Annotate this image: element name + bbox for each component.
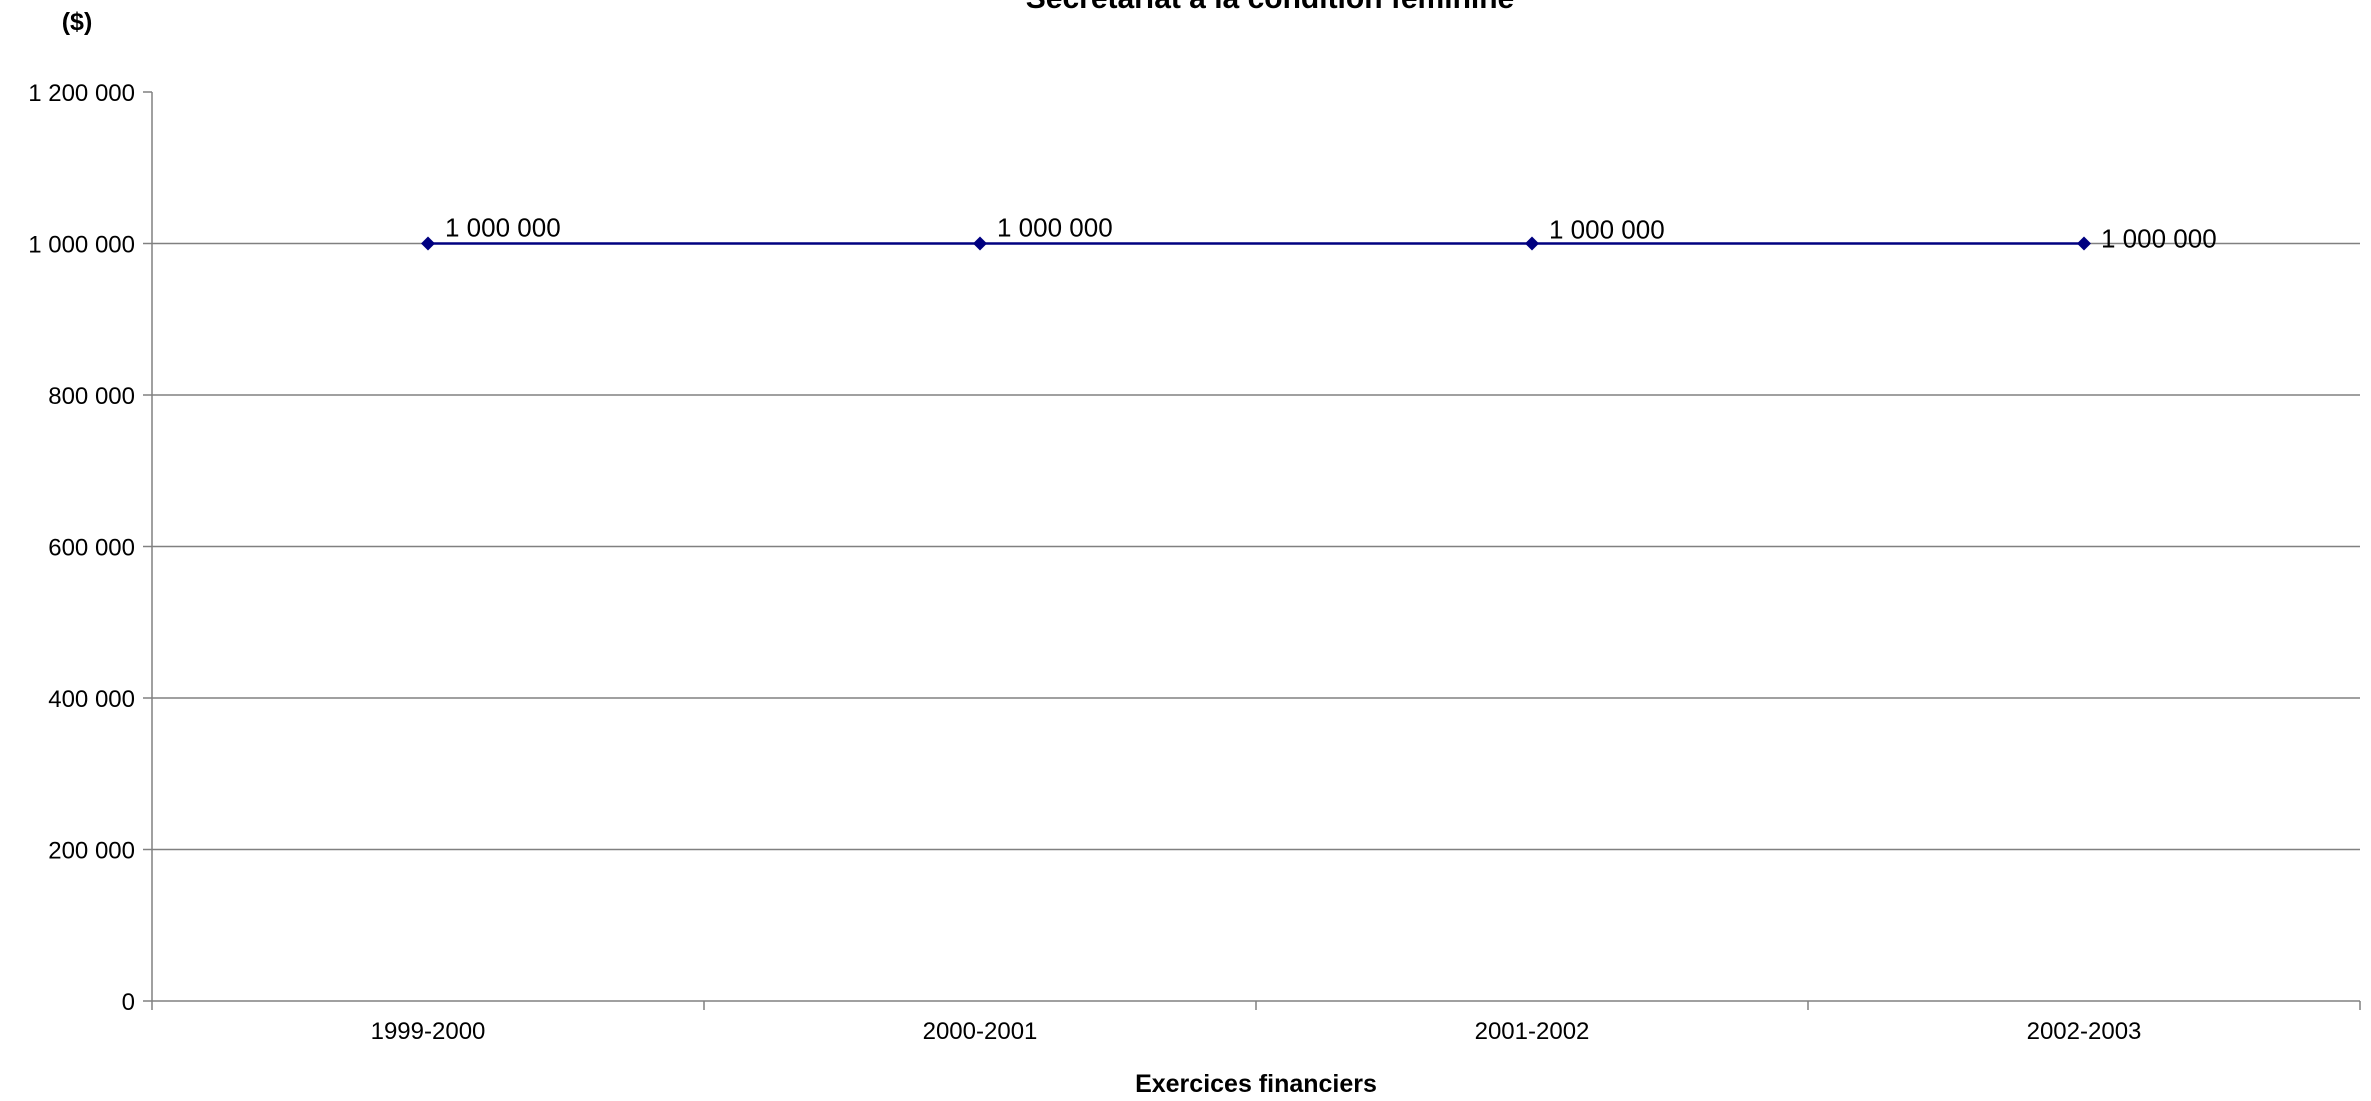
data-point-marker <box>2077 236 2091 251</box>
y-tick-label: 600 000 <box>48 535 135 562</box>
data-label: 1 000 000 <box>445 213 561 243</box>
x-tick-label: 2000-2001 <box>923 1018 1038 1045</box>
y-tick-label: 800 000 <box>48 383 135 410</box>
x-tick-labels: 1999-2000 2000-2001 2001-2002 2002-2003 <box>371 1018 2142 1045</box>
y-axis-title: ($) <box>62 8 93 36</box>
data-label: 1 000 000 <box>1549 215 1665 245</box>
x-tick-label: 2001-2002 <box>1475 1018 1590 1045</box>
y-tick-label: 0 <box>122 989 135 1016</box>
y-tick-label: 1 200 000 <box>28 80 135 107</box>
data-point-marker <box>973 236 987 251</box>
gridlines <box>152 242 2360 851</box>
y-tick-label: 1 000 000 <box>28 232 135 259</box>
chart-title: Secrétariat à la condition féminine <box>1026 0 1514 15</box>
y-tick-labels: 0 200 000 400 000 600 000 800 000 1 000 000 1 … <box>28 80 135 1016</box>
y-tick-label: 400 000 <box>48 686 135 713</box>
data-label: 1 000 000 <box>2101 224 2217 254</box>
x-axis-title: Exercices financiers <box>1135 1070 1377 1098</box>
series <box>421 236 2091 251</box>
x-tick-label: 2002-2003 <box>2027 1018 2142 1045</box>
x-tick-label: 1999-2000 <box>371 1018 486 1045</box>
data-point-marker <box>1525 236 1539 251</box>
data-point-marker <box>421 236 435 251</box>
data-label: 1 000 000 <box>997 213 1113 243</box>
data-labels: 1 000 000 1 000 000 1 000 000 1 000 000 <box>445 213 2217 254</box>
axes <box>143 91 2361 1010</box>
y-tick-label: 200 000 <box>48 838 135 865</box>
